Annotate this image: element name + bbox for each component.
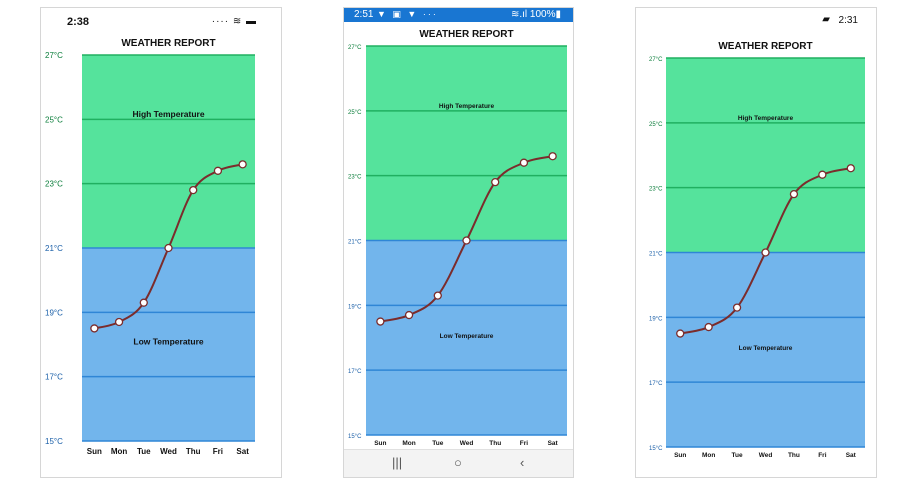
- y-tick-label: 27°C: [348, 45, 362, 51]
- x-tick-label: Fri: [818, 452, 827, 459]
- x-tick-label: Sun: [674, 452, 686, 459]
- y-tick-label: 23°C: [45, 180, 63, 189]
- status-bar: ▰ 2:31: [636, 8, 876, 34]
- y-tick-label: 19°C: [348, 304, 362, 310]
- y-tick-label: 25°C: [45, 115, 63, 124]
- x-tick-label: Wed: [160, 447, 177, 456]
- x-tick-label: Tue: [137, 447, 151, 456]
- x-tick-label: Wed: [460, 440, 474, 447]
- y-tick-label: 19°C: [649, 316, 663, 322]
- y-tick-label: 21°C: [348, 240, 362, 246]
- x-tick-label: Sun: [374, 440, 386, 447]
- data-point-tue: [433, 291, 442, 300]
- y-tick-label: 15°C: [348, 434, 362, 440]
- weather-chart: 15°C 17°C 19°C 21°C 23°C 25°C 27°C High Tempera…: [649, 41, 865, 459]
- data-point-sat: [846, 164, 855, 173]
- status-time: 2:31: [838, 15, 858, 26]
- y-tick-label: 21°C: [649, 252, 663, 258]
- y-tick-label: 25°C: [348, 110, 362, 116]
- data-point-thu: [789, 189, 799, 199]
- uwp-device: ▰ 2:31 15°C 17°C 19°C 21°C 23°C 25°C 27°C High …: [635, 7, 877, 478]
- y-tick-label: 27°C: [649, 57, 663, 63]
- data-point-mon: [404, 310, 414, 320]
- y-tick-label: 15°C: [649, 446, 663, 452]
- recent-apps-icon[interactable]: |||: [392, 455, 403, 470]
- weather-chart: 15°C 17°C 19°C 21°C 23°C 25°C 27°C High Tempera…: [348, 29, 567, 447]
- y-tick-label: 15°C: [45, 437, 63, 446]
- band-label-high: High Temperature: [439, 103, 495, 110]
- status-bar: 2:51 ▼ ▣ ▼ ··· ≋.ıl 100%▮: [344, 8, 573, 22]
- data-point-wed: [462, 236, 471, 245]
- y-tick-label: 25°C: [649, 122, 663, 128]
- band-high: [82, 55, 255, 248]
- back-icon[interactable]: ‹: [520, 455, 525, 470]
- x-tick-label: Mon: [402, 440, 415, 447]
- data-point-sun: [376, 317, 385, 326]
- weather-chart: 15°C 17°C 19°C 21°C 23°C 25°C 27°C High Tempera…: [45, 38, 255, 456]
- status-time: 2:38: [67, 16, 90, 28]
- x-tick-label: Tue: [732, 452, 743, 459]
- band-label-low: Low Temperature: [133, 337, 203, 347]
- y-tick-label: 17°C: [45, 373, 63, 382]
- band-label-low: Low Temperature: [440, 333, 494, 340]
- band-low: [82, 248, 255, 441]
- band-label-low: Low Temperature: [739, 345, 793, 352]
- y-tick-label: 19°C: [45, 308, 63, 317]
- x-tick-label: Sat: [548, 440, 559, 447]
- data-point-sun: [676, 329, 685, 338]
- data-point-mon: [704, 322, 713, 332]
- data-point-wed: [761, 248, 770, 257]
- android-device: 2:51 ▼ ▣ ▼ ··· ≋.ıl 100%▮ 15°C 17°C 19°C 21…: [343, 7, 574, 478]
- x-tick-label: Mon: [702, 452, 715, 459]
- band-high: [366, 46, 567, 241]
- x-tick-label: Tue: [432, 440, 443, 447]
- home-icon[interactable]: ○: [454, 455, 462, 470]
- x-tick-label: Thu: [489, 440, 501, 447]
- x-tick-label: Thu: [186, 447, 201, 456]
- x-tick-label: Wed: [759, 452, 773, 459]
- data-point-thu: [491, 177, 500, 187]
- x-tick-label: Sat: [236, 447, 249, 456]
- band-high: [666, 58, 865, 253]
- band-low: [366, 240, 567, 435]
- battery-icon: ▰: [822, 14, 830, 25]
- y-tick-label: 23°C: [649, 187, 663, 193]
- chart-title: WEATHER REPORT: [419, 29, 513, 40]
- band-label-high: High Temperature: [738, 115, 794, 122]
- y-tick-label: 27°C: [45, 51, 63, 60]
- y-tick-label: 23°C: [348, 175, 362, 181]
- data-point-tue: [732, 303, 742, 312]
- data-point-fri: [818, 170, 827, 179]
- android-nav-bar: ||| ○ ‹: [344, 449, 573, 477]
- x-tick-label: Thu: [788, 452, 800, 459]
- data-point-sat: [238, 160, 247, 169]
- data-point-fri: [213, 166, 223, 175]
- status-bar: 2:38 ···· ≋ ▬: [41, 8, 281, 34]
- data-point-sat: [548, 152, 557, 161]
- data-point-wed: [164, 243, 173, 253]
- data-point-tue: [139, 298, 148, 307]
- data-point-fri: [519, 158, 529, 167]
- notification-icons: ▼ ▣ ▼ ···: [377, 9, 438, 19]
- x-tick-label: Fri: [520, 440, 529, 447]
- x-tick-label: Mon: [111, 447, 128, 456]
- battery-signal-status: ≋.ıl 100%▮: [510, 9, 561, 20]
- y-tick-label: 17°C: [649, 381, 663, 387]
- x-tick-label: Sun: [87, 447, 102, 456]
- x-tick-label: Sat: [846, 452, 857, 459]
- band-label-high: High Temperature: [132, 109, 204, 119]
- data-point-mon: [114, 317, 124, 327]
- data-point-sun: [90, 324, 99, 333]
- y-tick-label: 21°C: [45, 244, 63, 253]
- x-tick-label: Fri: [213, 447, 223, 456]
- y-tick-label: 17°C: [348, 369, 362, 375]
- status-time: 2:51: [354, 9, 374, 20]
- status-icons: ···· ≋ ▬: [211, 16, 257, 27]
- chart-title: WEATHER REPORT: [121, 38, 215, 49]
- ios-device: 2:38 ···· ≋ ▬ 15°C 17°C 19°C 21°C 23°C 25°C 27…: [40, 7, 282, 478]
- chart-title: WEATHER REPORT: [718, 41, 812, 52]
- band-low: [666, 252, 865, 447]
- data-point-thu: [189, 185, 198, 195]
